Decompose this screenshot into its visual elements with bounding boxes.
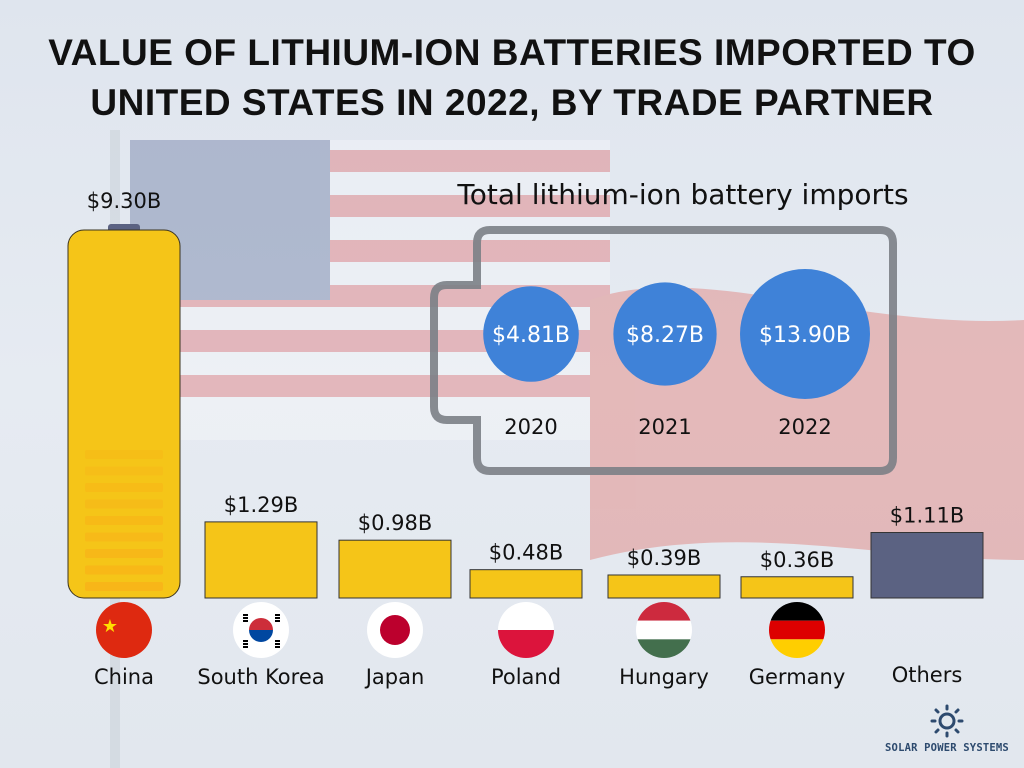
battery-stripe: [85, 549, 163, 558]
year-label-2020: 2020: [504, 415, 557, 439]
bubble-2022: [740, 269, 870, 399]
category-label-others: Others: [892, 663, 963, 687]
bar-china: [67, 229, 181, 599]
year-label-2021: 2021: [638, 415, 691, 439]
battery-stripe: [85, 450, 163, 459]
category-label-japan: Japan: [364, 665, 425, 689]
battery-outline: [430, 226, 897, 475]
logo: SOLAR POWER SYSTEMS: [870, 704, 1024, 754]
data-label-germany: $0.36B: [760, 548, 835, 572]
bubble-label-2021: $8.27B: [626, 323, 704, 348]
title-line-1: VALUE OF LITHIUM-ION BATTERIES IMPORTED …: [48, 32, 976, 73]
category-label-china: China: [94, 665, 154, 689]
data-label-japan: $0.98B: [358, 511, 433, 535]
battery-stripe: [85, 532, 163, 542]
data-label-poland: $0.48B: [489, 541, 564, 565]
battery-stripe: [85, 582, 163, 591]
hungary-flag: [636, 602, 692, 658]
battery-stripe: [85, 499, 163, 509]
data-label-south-korea: $1.29B: [224, 493, 299, 517]
poland-flag: [498, 602, 554, 658]
battery-stripe: [85, 466, 163, 476]
category-label-south-korea: South Korea: [197, 665, 324, 689]
category-label-germany: Germany: [749, 665, 846, 689]
bar-others: [870, 532, 984, 599]
bar-japan: [338, 539, 452, 599]
title-line-2: UNITED STATES IN 2022, BY TRADE PARTNER: [90, 82, 934, 123]
south-korea-flag: [233, 602, 289, 658]
data-label-others: $1.11B: [890, 504, 965, 528]
china-flag: ★: [96, 602, 152, 658]
japan-flag: [367, 602, 423, 658]
battery-stripe: [85, 516, 163, 525]
bar-hungary: [607, 574, 721, 599]
chart-title: VALUE OF LITHIUM-ION BATTERIES IMPORTED …: [0, 28, 1024, 128]
category-label-hungary: Hungary: [619, 665, 709, 689]
bubble-2021: [613, 282, 717, 386]
inset-title: Total lithium-ion battery imports: [456, 178, 908, 211]
bubble-label-2022: $13.90B: [759, 323, 851, 348]
bar-poland: [469, 569, 583, 599]
year-label-2022: 2022: [778, 415, 831, 439]
bubble-label-2020: $4.81B: [492, 323, 570, 348]
sun-icon: [930, 704, 964, 738]
data-label-china: $9.30B: [87, 189, 162, 213]
category-label-poland: Poland: [491, 665, 561, 689]
logo-text: SOLAR POWER SYSTEMS: [885, 742, 1009, 754]
battery-stripe: [85, 565, 163, 575]
battery-stripe: [85, 483, 163, 492]
bubble-2020: [483, 286, 579, 382]
bar-south-korea: [204, 521, 318, 599]
bar-germany: [740, 576, 854, 599]
data-label-hungary: $0.39B: [627, 546, 702, 570]
svg-text:★: ★: [102, 616, 118, 637]
germany-flag: [769, 602, 825, 658]
